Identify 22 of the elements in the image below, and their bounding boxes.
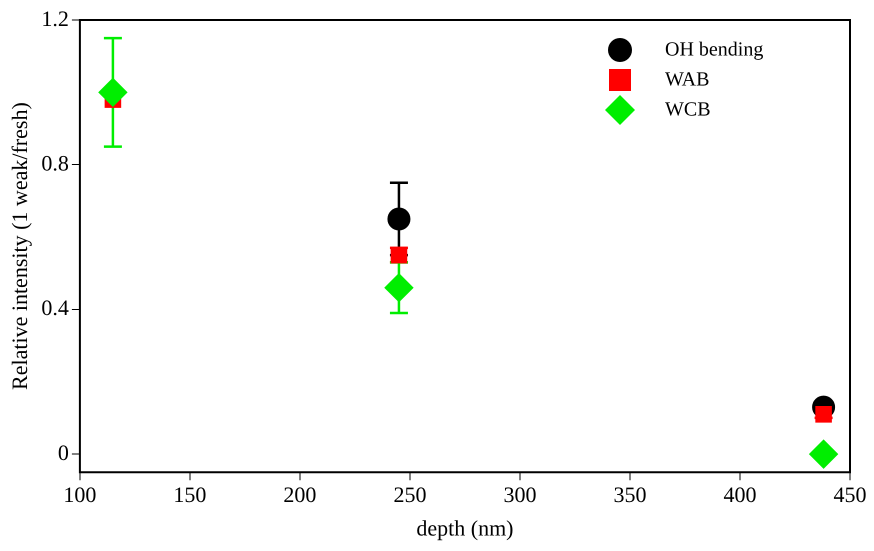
y-axis-title: Relative intensity (1 weak/fresh) [6, 102, 32, 390]
x-axis-title: depth (nm) [416, 516, 514, 541]
point [98, 78, 128, 107]
y-tick-label: 0 [58, 440, 69, 465]
x-tick-label: 400 [723, 482, 756, 508]
point [809, 440, 838, 469]
x-tick-label: 300 [503, 482, 536, 508]
legend-label: WCB [665, 98, 711, 120]
legend-label: OH bending [665, 38, 764, 60]
x-tick-label: 200 [283, 482, 316, 508]
x-tick-label: 450 [834, 482, 866, 508]
x-tick-label: 350 [613, 482, 646, 508]
y-tick-label: 0.8 [41, 150, 69, 176]
legend-label: WAB [665, 68, 710, 90]
point [815, 406, 832, 423]
point [387, 207, 410, 230]
x-tick-label: 250 [393, 482, 426, 508]
x-tick-label: 150 [173, 482, 206, 508]
y-tick-label: 0.4 [41, 295, 69, 320]
y-tick-label: 1.2 [41, 6, 69, 31]
x-tick-label: 100 [63, 482, 96, 508]
point [384, 273, 414, 302]
